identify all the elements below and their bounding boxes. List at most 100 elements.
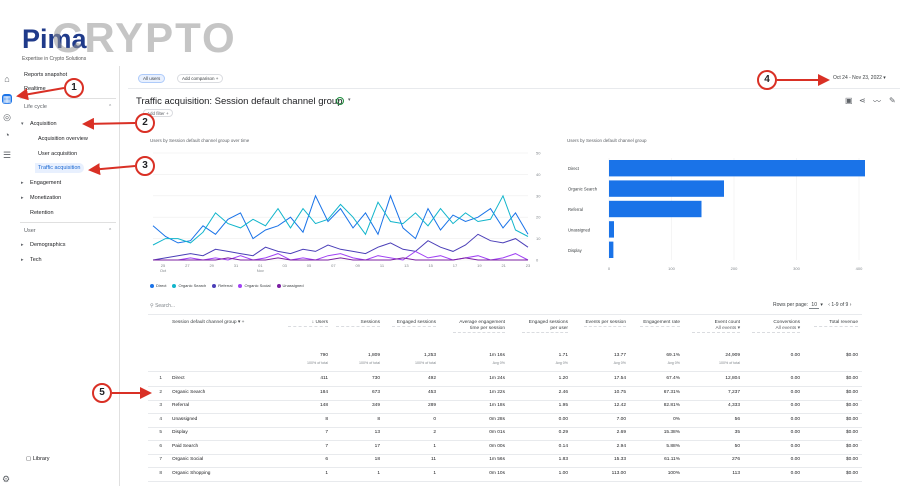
channel-name[interactable]: Paid Search bbox=[172, 443, 199, 449]
legend-item[interactable]: Organic Social bbox=[238, 283, 271, 288]
caret-right-icon: ▸ bbox=[21, 195, 24, 201]
insights-icon[interactable]: 〰 bbox=[873, 97, 881, 106]
x-tick-label: 19 bbox=[477, 263, 482, 268]
cell-value: 0.00 bbox=[790, 376, 800, 381]
column-header[interactable]: Conversions All events ▾ bbox=[752, 320, 800, 333]
rows-per-page[interactable]: Rows per page: 10 ▾ ‹ 1-9 of 9 › bbox=[773, 302, 852, 309]
check-circle-icon[interactable]: ✓ bbox=[336, 97, 344, 105]
total-subtext: Avg 0% bbox=[613, 361, 626, 365]
nav-reports-snapshot[interactable]: Reports snapshot bbox=[24, 72, 68, 78]
line-chart-title: Users by Session default channel group o… bbox=[150, 138, 250, 143]
nav-section-lifecycle[interactable]: Life cycle bbox=[24, 104, 47, 110]
nav-demographics[interactable]: Demographics bbox=[30, 242, 66, 248]
cell-value: 67.31% bbox=[663, 389, 680, 395]
advertising-icon[interactable]: ◔ bbox=[4, 130, 10, 140]
cell-value: $0.00 bbox=[845, 416, 858, 422]
bar-organic-search[interactable] bbox=[609, 180, 724, 197]
brand-name: Pima bbox=[22, 24, 87, 54]
nav-acquisition-overview[interactable]: Acquisition overview bbox=[38, 136, 88, 142]
edit-icon[interactable]: ✎ bbox=[889, 96, 896, 105]
nav-retention[interactable]: Retention bbox=[30, 210, 54, 216]
cell-value: 100% bbox=[667, 470, 680, 476]
x-tick-sublabel: Nov bbox=[257, 268, 264, 273]
column-header[interactable]: Average engagement time per session bbox=[453, 320, 505, 333]
nav-section-user[interactable]: User bbox=[24, 228, 36, 234]
cell-value: 1.00 bbox=[558, 470, 568, 476]
total-subtext: 100% of total bbox=[307, 361, 328, 365]
cell-value: 0m 00s bbox=[489, 443, 505, 449]
nav-traffic-acquisition[interactable]: Traffic acquisition bbox=[35, 163, 84, 173]
cell-value: 8 bbox=[325, 416, 328, 422]
column-header[interactable]: Engagement rate bbox=[640, 320, 680, 327]
cell-value: 730 bbox=[371, 376, 380, 381]
nav-divider bbox=[20, 222, 116, 223]
y-tick-label: 0 bbox=[536, 258, 539, 263]
annotation-marker: 2 bbox=[135, 113, 155, 133]
explore-icon[interactable]: ◎ bbox=[3, 112, 11, 122]
channel-name[interactable]: Organic Search bbox=[172, 389, 206, 395]
table-search-input[interactable]: ⚲ Search... bbox=[150, 303, 175, 309]
settings-gear-icon[interactable]: ⚙ bbox=[2, 474, 11, 484]
column-header[interactable]: Events per session bbox=[584, 320, 626, 327]
nav-tech[interactable]: Tech bbox=[30, 257, 42, 263]
column-subheader[interactable]: All events ▾ bbox=[715, 326, 740, 331]
cell-value: 113 bbox=[732, 470, 740, 476]
date-range-picker[interactable]: Oct 24 - Nov 23, 2022 ▾ bbox=[833, 75, 886, 81]
x-tick-label: 15 bbox=[428, 263, 433, 268]
row-index: 5 bbox=[159, 430, 162, 435]
total-value: 1,809 bbox=[367, 353, 380, 358]
legend-item[interactable]: Direct bbox=[150, 283, 166, 288]
column-subheader[interactable]: All events ▾ bbox=[775, 326, 800, 331]
page-prev-icon[interactable]: ‹ bbox=[828, 302, 830, 308]
chevron-up-icon[interactable]: ⌃ bbox=[108, 228, 113, 234]
brand-tagline: Expertise in Crypto Solutions bbox=[22, 56, 87, 62]
legend-dot bbox=[238, 283, 243, 288]
channel-name[interactable]: Organic Social bbox=[172, 457, 204, 462]
share-icon[interactable]: ⋖ bbox=[859, 96, 866, 105]
channel-name[interactable]: Referral bbox=[172, 403, 190, 408]
legend-item[interactable]: Unassigned bbox=[276, 283, 304, 288]
rows-per-page-select[interactable]: 10 bbox=[809, 302, 819, 309]
bar-unassigned[interactable] bbox=[609, 221, 614, 238]
nav-library[interactable]: ▢ Library bbox=[26, 456, 50, 462]
legend-item[interactable]: Referral bbox=[212, 283, 232, 288]
compare-icon[interactable]: ▣ bbox=[845, 96, 853, 105]
title-dropdown-icon[interactable]: ▾ bbox=[348, 97, 351, 103]
bar-direct[interactable] bbox=[609, 160, 865, 177]
column-header[interactable]: Sessions bbox=[336, 320, 380, 327]
legend-item[interactable]: Organic Search bbox=[172, 283, 206, 288]
nav-engagement[interactable]: Engagement bbox=[30, 180, 62, 186]
total-subtext: Avg 0% bbox=[555, 361, 568, 365]
column-header[interactable]: Event count All events ▾ bbox=[692, 320, 740, 333]
all-users-chip[interactable]: All users bbox=[138, 74, 166, 83]
dimension-column-header[interactable]: Session default channel group ▾ + bbox=[172, 320, 245, 325]
cell-value: 50 bbox=[734, 443, 740, 449]
nav-user-acquisition[interactable]: User acquisition bbox=[38, 151, 78, 157]
nav-acquisition[interactable]: Acquisition bbox=[30, 121, 57, 127]
cell-value: 7 bbox=[325, 443, 328, 449]
nav-monetization[interactable]: Monetization bbox=[30, 195, 62, 201]
channel-name[interactable]: Display bbox=[172, 430, 188, 435]
y-tick-label: 40 bbox=[536, 172, 541, 177]
bar-display[interactable] bbox=[609, 241, 614, 258]
chevron-up-icon[interactable]: ⌃ bbox=[108, 104, 113, 110]
column-header[interactable]: Engaged sessions per user bbox=[522, 320, 568, 333]
reports-icon[interactable]: ▦ bbox=[2, 94, 12, 104]
channel-name[interactable]: Unassigned bbox=[172, 416, 198, 422]
cell-value: 5.88% bbox=[666, 443, 680, 449]
nav-realtime[interactable]: Realtime bbox=[24, 86, 46, 92]
column-header[interactable]: ↓ Users bbox=[288, 320, 328, 327]
channel-name[interactable]: Direct bbox=[172, 376, 185, 381]
page-next-icon[interactable]: › bbox=[849, 302, 852, 308]
cell-value: 1m 18s bbox=[489, 403, 505, 408]
cell-value: 2 bbox=[433, 430, 436, 435]
add-comparison-button[interactable]: Add comparison + bbox=[177, 74, 224, 83]
page-title: Traffic acquisition: Session default cha… bbox=[136, 96, 343, 107]
configure-icon[interactable]: ☰ bbox=[2, 150, 12, 160]
bar-referral[interactable] bbox=[609, 200, 702, 218]
home-icon[interactable]: ⌂ bbox=[4, 74, 10, 84]
channel-name[interactable]: Organic Shopping bbox=[172, 470, 211, 476]
column-header[interactable]: Engaged sessions bbox=[392, 320, 436, 327]
annotation-marker: 3 bbox=[135, 156, 155, 176]
column-header[interactable]: Total revenue bbox=[814, 320, 858, 327]
